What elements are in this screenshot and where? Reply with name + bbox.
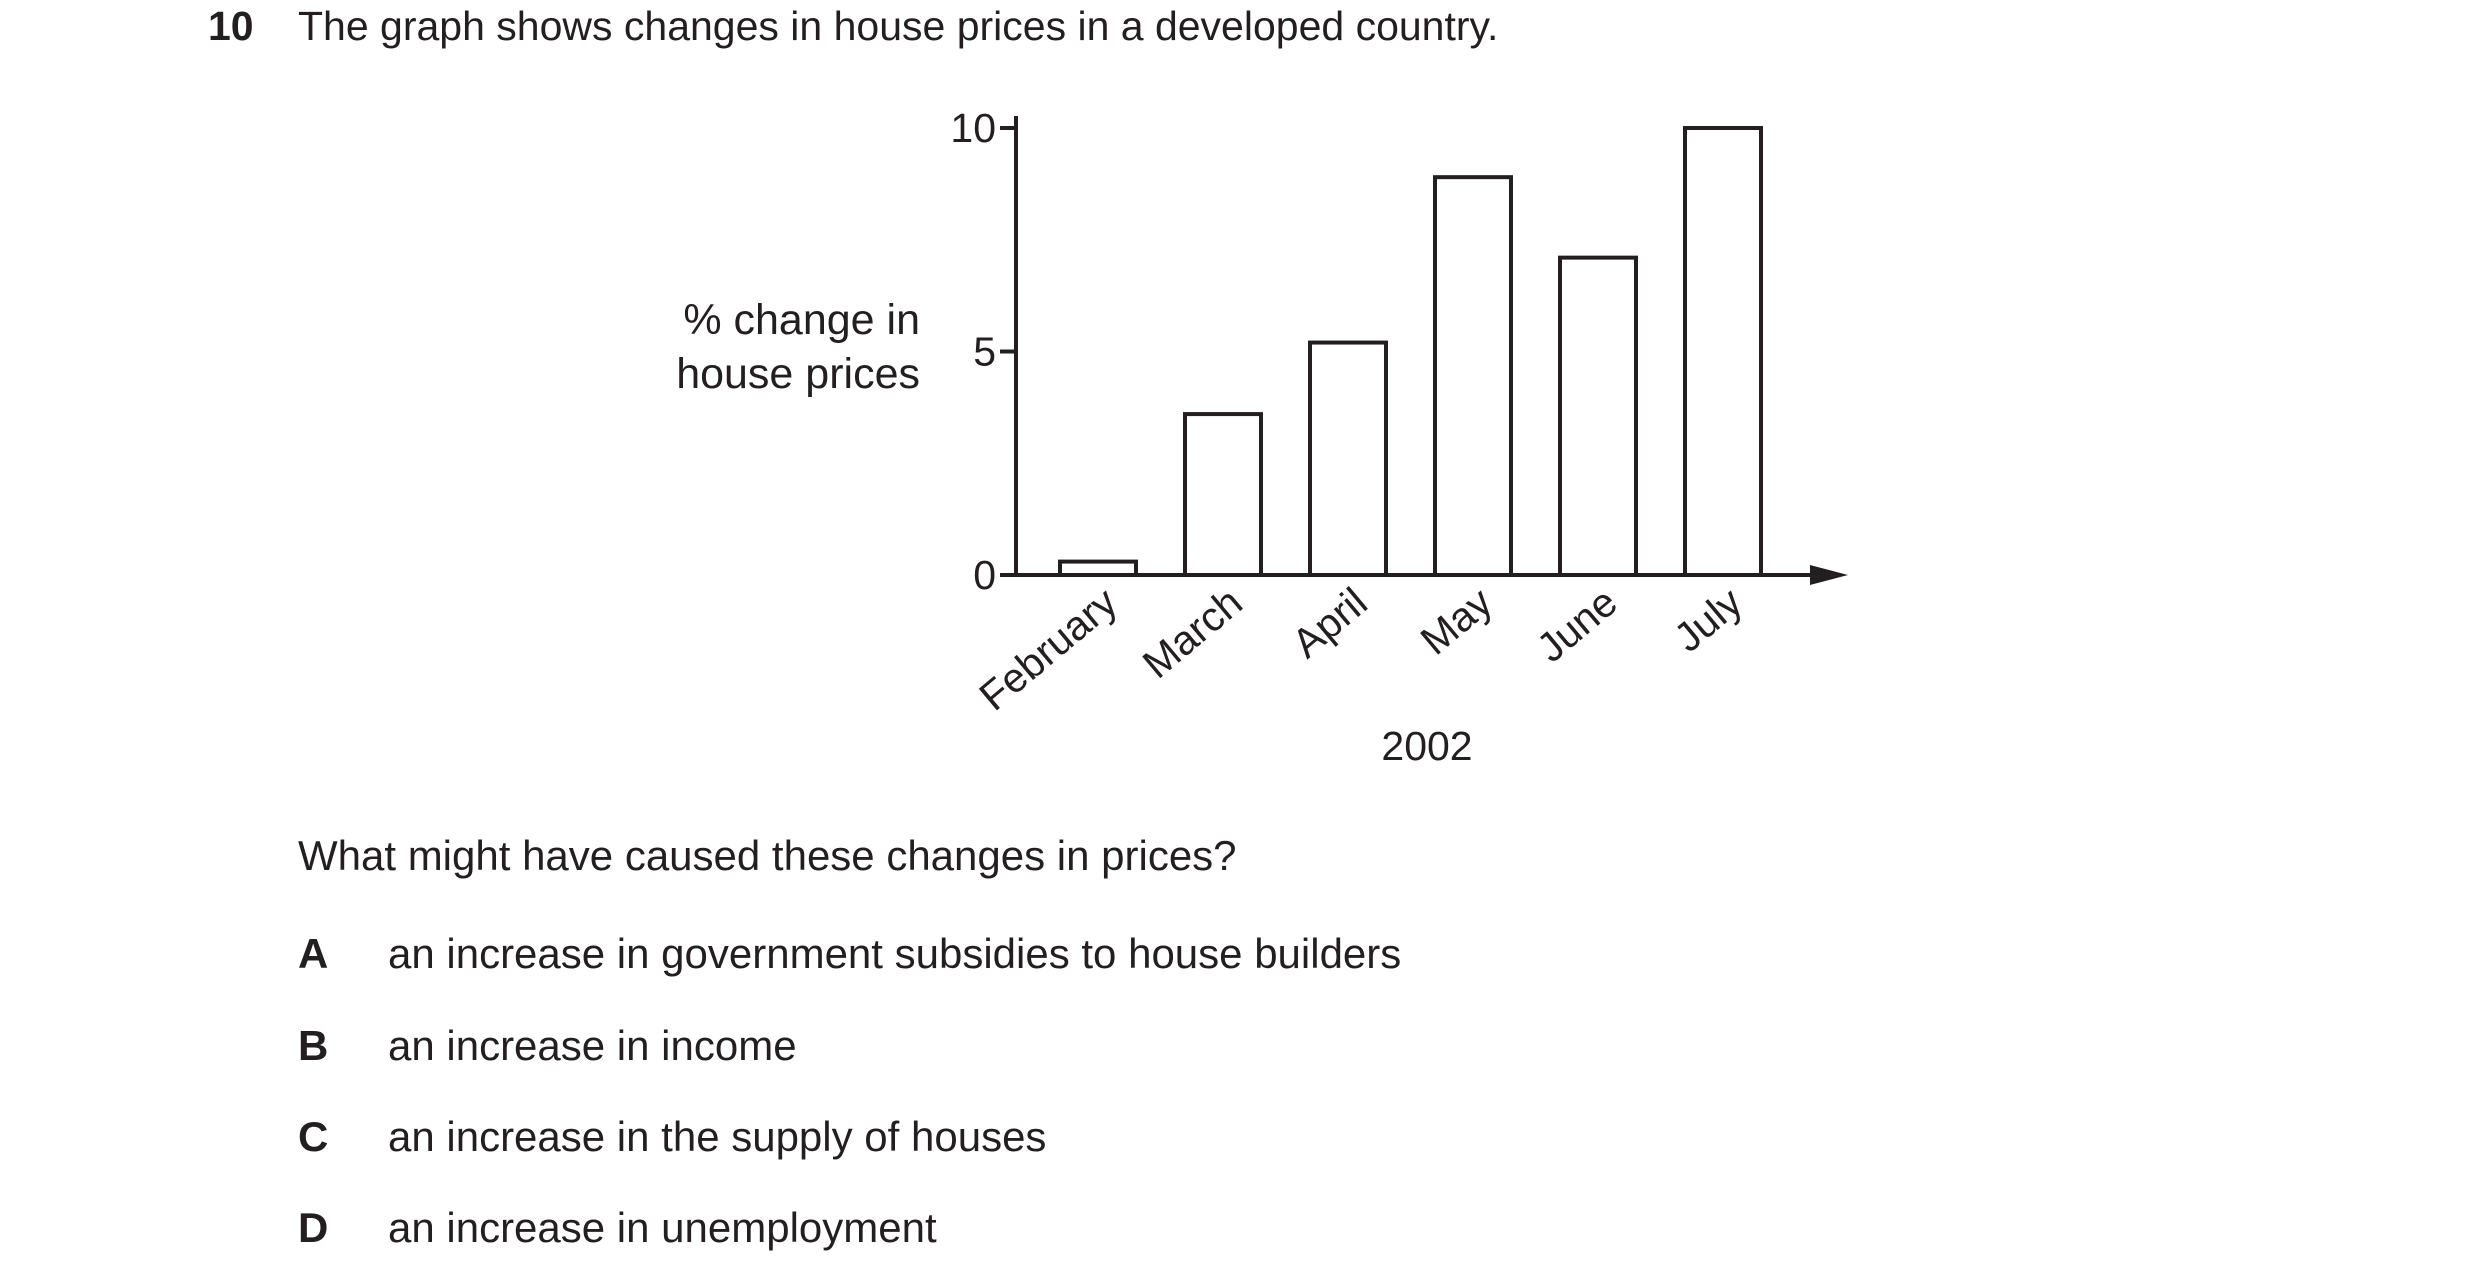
- bars-layer: [1058, 126, 1763, 578]
- option-text: an increase in income: [388, 1022, 797, 1069]
- question-number: 10: [208, 3, 254, 49]
- y-ticks-layer: 0 5 10: [950, 105, 1016, 598]
- x-axis-arrowhead: [1810, 565, 1848, 585]
- option-text: an increase in unemployment: [388, 1204, 937, 1251]
- option-letter: B: [298, 1022, 329, 1069]
- y-axis-label-line-2: house prices: [676, 350, 920, 398]
- y-tick-label: 0: [973, 552, 996, 598]
- option-letter: C: [298, 1113, 329, 1160]
- x-axis-label: 2002: [1381, 723, 1472, 769]
- question-text: The graph shows changes in house prices …: [298, 3, 1499, 49]
- x-category-label: July: [1665, 578, 1751, 660]
- x-category-label: February: [971, 578, 1127, 719]
- option-b[interactable]: B an increase in income: [298, 1020, 797, 1072]
- bar-june: [1558, 255, 1638, 577]
- bar-february: [1058, 559, 1138, 578]
- x-category-label: June: [1528, 579, 1626, 671]
- x-category-label: April: [1283, 579, 1375, 667]
- x-category-label: May: [1412, 578, 1501, 663]
- bar-july: [1683, 126, 1763, 577]
- option-letter: D: [298, 1204, 329, 1251]
- option-c[interactable]: C an increase in the supply of houses: [298, 1111, 1046, 1163]
- option-a[interactable]: A an increase in government subsidies to…: [298, 928, 1401, 980]
- option-d[interactable]: D an increase in unemployment: [298, 1202, 937, 1254]
- bar-april: [1308, 340, 1388, 577]
- option-letter: A: [298, 930, 329, 977]
- category-labels-layer: February March April May June July: [971, 578, 1752, 719]
- bar-may: [1433, 175, 1513, 577]
- x-category-label: March: [1134, 579, 1251, 687]
- y-axis-label-line-1: % change in: [683, 296, 920, 344]
- question-prompt: What might have caused these changes in …: [298, 832, 1237, 879]
- option-text: an increase in the supply of houses: [388, 1113, 1047, 1160]
- option-text: an increase in government subsidies to h…: [388, 930, 1402, 977]
- y-tick-label: 10: [950, 105, 996, 151]
- y-tick-label: 5: [973, 329, 996, 375]
- bar-march: [1183, 412, 1263, 577]
